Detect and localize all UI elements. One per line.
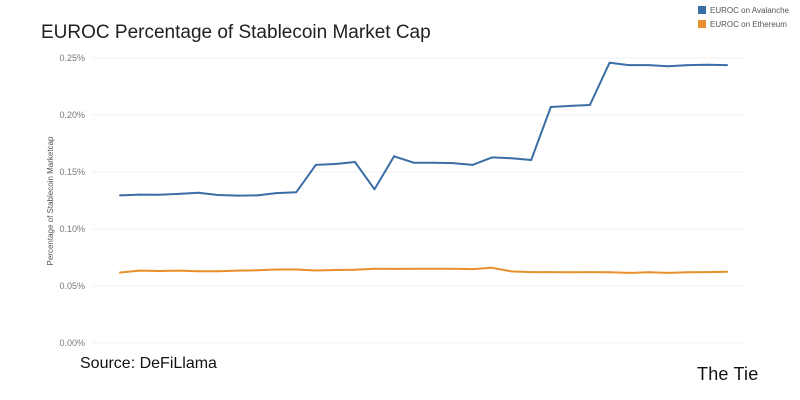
data-point-avalanche[interactable]: [667, 65, 670, 68]
y-tick-label: 0.15%: [59, 167, 85, 177]
data-point-avalanche[interactable]: [314, 163, 317, 166]
data-point-ethereum[interactable]: [236, 269, 239, 272]
data-point-avalanche[interactable]: [471, 163, 474, 166]
data-point-avalanche[interactable]: [256, 194, 259, 197]
legend: EUROC on Avalanche EUROC on Ethereum: [698, 3, 789, 31]
series-line-avalanche[interactable]: [119, 61, 728, 197]
data-point-avalanche[interactable]: [647, 64, 650, 67]
data-point-avalanche[interactable]: [275, 192, 278, 195]
data-point-ethereum[interactable]: [275, 268, 278, 271]
grid-layer: [92, 57, 745, 344]
data-point-avalanche[interactable]: [138, 193, 141, 196]
y-tick-label: 0.25%: [59, 53, 85, 63]
data-point-ethereum[interactable]: [628, 271, 631, 274]
data-point-ethereum[interactable]: [216, 270, 219, 273]
data-point-avalanche[interactable]: [354, 161, 356, 163]
data-point-ethereum[interactable]: [412, 267, 415, 270]
data-point-avalanche[interactable]: [726, 64, 728, 67]
data-point-ethereum[interactable]: [510, 270, 513, 273]
legend-item-avalanche[interactable]: EUROC on Avalanche: [698, 3, 789, 17]
the-tie-logo: The Tie: [697, 364, 759, 384]
legend-label-ethereum: EUROC on Ethereum: [710, 19, 787, 29]
data-point-avalanche[interactable]: [530, 159, 533, 161]
data-point-ethereum[interactable]: [314, 269, 317, 272]
data-point-avalanche[interactable]: [706, 63, 709, 66]
y-tick-label: 0.00%: [59, 338, 85, 348]
data-point-avalanche[interactable]: [569, 104, 572, 107]
data-point-avalanche[interactable]: [393, 155, 396, 158]
data-point-ethereum[interactable]: [530, 271, 533, 274]
y-tick-label: 0.05%: [59, 281, 85, 291]
data-point-ethereum[interactable]: [354, 268, 356, 271]
data-point-ethereum[interactable]: [491, 266, 493, 269]
data-point-avalanche[interactable]: [373, 188, 376, 191]
data-point-avalanche[interactable]: [588, 104, 591, 106]
data-point-avalanche[interactable]: [549, 106, 552, 108]
data-point-ethereum[interactable]: [373, 267, 376, 270]
data-point-avalanche[interactable]: [334, 163, 337, 165]
legend-item-ethereum[interactable]: EUROC on Ethereum: [698, 17, 789, 31]
data-point-avalanche[interactable]: [432, 161, 435, 164]
legend-swatch-ethereum: [698, 20, 706, 28]
data-point-ethereum[interactable]: [471, 268, 474, 271]
data-point-avalanche[interactable]: [608, 61, 611, 64]
data-point-ethereum[interactable]: [177, 269, 180, 272]
data-point-ethereum[interactable]: [569, 271, 572, 274]
data-point-avalanche[interactable]: [177, 192, 180, 195]
data-point-avalanche[interactable]: [510, 157, 513, 160]
data-point-avalanche[interactable]: [412, 161, 415, 164]
legend-label-avalanche: EUROC on Avalanche: [710, 5, 790, 15]
data-point-ethereum[interactable]: [647, 271, 650, 274]
data-point-ethereum[interactable]: [686, 271, 689, 274]
data-point-ethereum[interactable]: [706, 271, 709, 274]
data-point-ethereum[interactable]: [158, 270, 161, 272]
data-point-avalanche[interactable]: [686, 64, 689, 67]
data-point-avalanche[interactable]: [628, 64, 631, 67]
legend-swatch-avalanche: [698, 6, 706, 14]
data-point-ethereum[interactable]: [667, 271, 670, 274]
y-tick-label: 0.20%: [59, 110, 85, 120]
y-tick-label: 0.10%: [59, 224, 85, 234]
data-point-ethereum[interactable]: [119, 271, 121, 274]
data-point-avalanche[interactable]: [158, 193, 161, 196]
data-point-ethereum[interactable]: [432, 267, 435, 270]
data-point-ethereum[interactable]: [295, 268, 298, 271]
y-axis-label: Percentage of Stablecoin Marketcap: [46, 136, 55, 266]
data-point-ethereum[interactable]: [726, 270, 728, 273]
data-point-ethereum[interactable]: [451, 267, 454, 270]
data-point-avalanche[interactable]: [491, 156, 493, 159]
data-point-avalanche[interactable]: [216, 194, 219, 196]
data-point-avalanche[interactable]: [295, 191, 298, 194]
y-axis: 0.00% 0.05% 0.10% 0.15% 0.20% 0.25%: [59, 53, 85, 348]
data-point-avalanche[interactable]: [451, 162, 454, 165]
data-point-ethereum[interactable]: [334, 269, 337, 271]
series-layer: [119, 61, 728, 274]
source-note: Source: DeFiLlama: [80, 355, 217, 372]
data-point-ethereum[interactable]: [138, 269, 141, 272]
data-point-avalanche[interactable]: [119, 194, 121, 197]
data-point-ethereum[interactable]: [588, 271, 591, 274]
data-point-ethereum[interactable]: [256, 269, 259, 272]
data-point-ethereum[interactable]: [549, 271, 552, 274]
series-line-ethereum[interactable]: [119, 266, 728, 274]
data-point-avalanche[interactable]: [197, 191, 200, 194]
data-point-avalanche[interactable]: [236, 194, 239, 197]
data-point-ethereum[interactable]: [608, 271, 611, 274]
data-point-ethereum[interactable]: [393, 267, 396, 270]
data-point-ethereum[interactable]: [197, 270, 200, 273]
chart-title: EUROC Percentage of Stablecoin Market Ca…: [41, 22, 431, 43]
